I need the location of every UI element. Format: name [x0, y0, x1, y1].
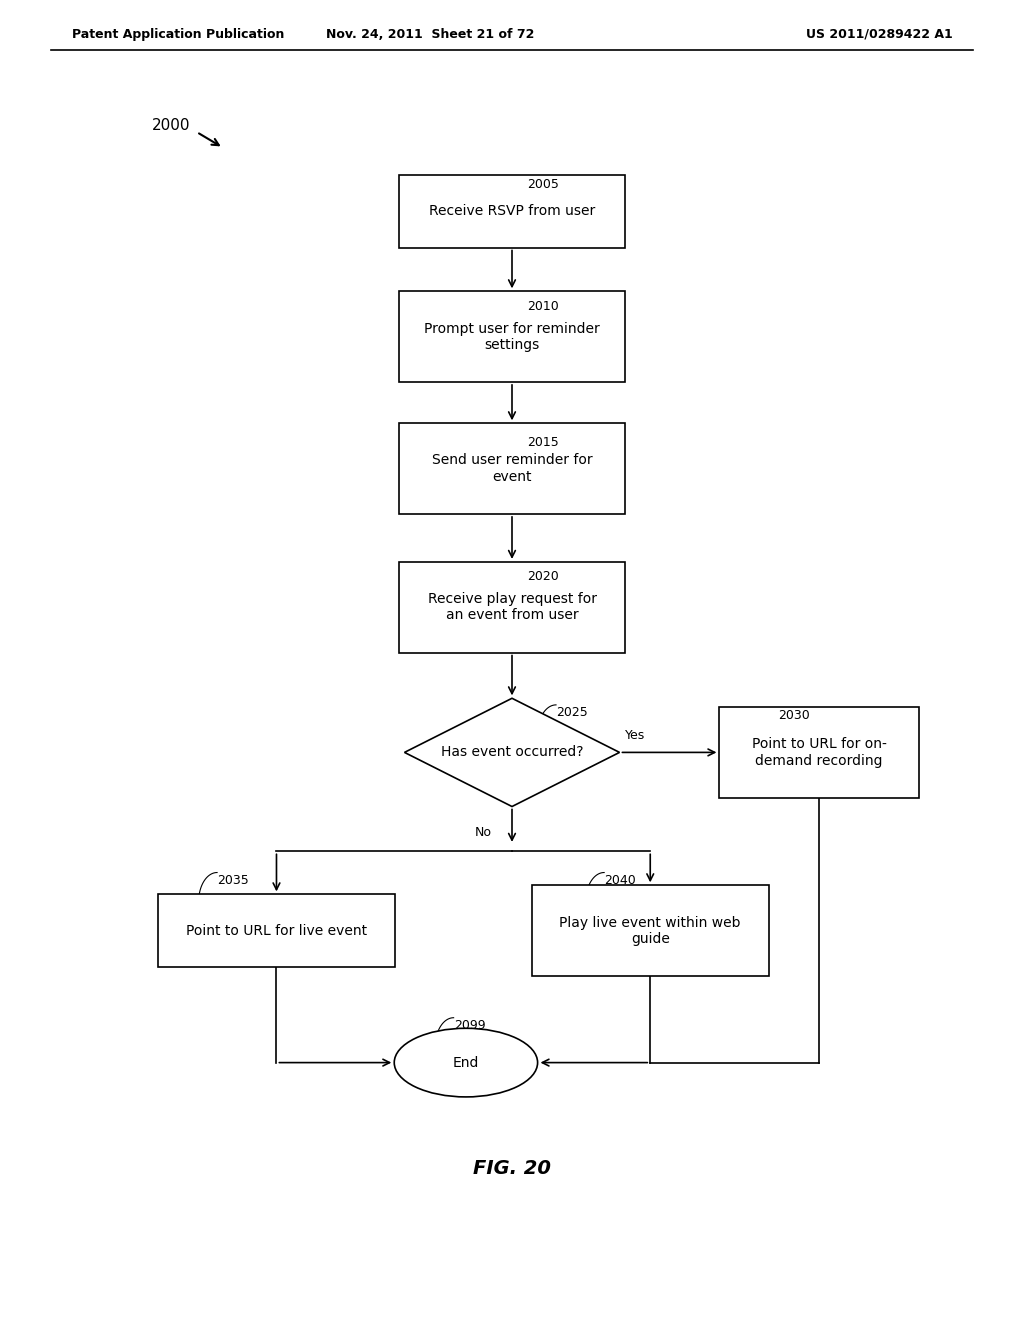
Text: Play live event within web
guide: Play live event within web guide — [559, 916, 741, 945]
FancyBboxPatch shape — [159, 895, 395, 966]
Text: 2020: 2020 — [527, 570, 559, 583]
Polygon shape — [404, 698, 620, 807]
FancyBboxPatch shape — [719, 708, 920, 797]
Text: No: No — [474, 826, 492, 840]
Text: End: End — [453, 1056, 479, 1069]
FancyBboxPatch shape — [399, 562, 625, 652]
Text: 2015: 2015 — [527, 436, 559, 449]
Text: 2030: 2030 — [778, 709, 810, 722]
FancyBboxPatch shape — [399, 174, 625, 248]
FancyBboxPatch shape — [399, 424, 625, 513]
Text: 2005: 2005 — [527, 178, 559, 191]
Text: Nov. 24, 2011  Sheet 21 of 72: Nov. 24, 2011 Sheet 21 of 72 — [326, 28, 535, 41]
Text: Point to URL for live event: Point to URL for live event — [186, 924, 367, 937]
Ellipse shape — [394, 1028, 538, 1097]
Text: 2010: 2010 — [527, 300, 559, 313]
Text: US 2011/0289422 A1: US 2011/0289422 A1 — [806, 28, 952, 41]
Text: Yes: Yes — [625, 729, 645, 742]
Text: 2040: 2040 — [604, 874, 636, 887]
Text: 2000: 2000 — [152, 117, 190, 133]
FancyBboxPatch shape — [399, 292, 625, 381]
Text: Prompt user for reminder
settings: Prompt user for reminder settings — [424, 322, 600, 351]
FancyBboxPatch shape — [532, 886, 768, 975]
Text: Has event occurred?: Has event occurred? — [440, 746, 584, 759]
Text: Receive RSVP from user: Receive RSVP from user — [429, 205, 595, 218]
Text: 2025: 2025 — [556, 706, 588, 719]
Text: Patent Application Publication: Patent Application Publication — [72, 28, 284, 41]
Text: FIG. 20: FIG. 20 — [473, 1159, 551, 1177]
Text: 2035: 2035 — [217, 874, 249, 887]
Text: 2099: 2099 — [454, 1019, 485, 1032]
Text: Receive play request for
an event from user: Receive play request for an event from u… — [427, 593, 597, 622]
Text: Point to URL for on-
demand recording: Point to URL for on- demand recording — [752, 738, 887, 767]
Text: Send user reminder for
event: Send user reminder for event — [432, 454, 592, 483]
